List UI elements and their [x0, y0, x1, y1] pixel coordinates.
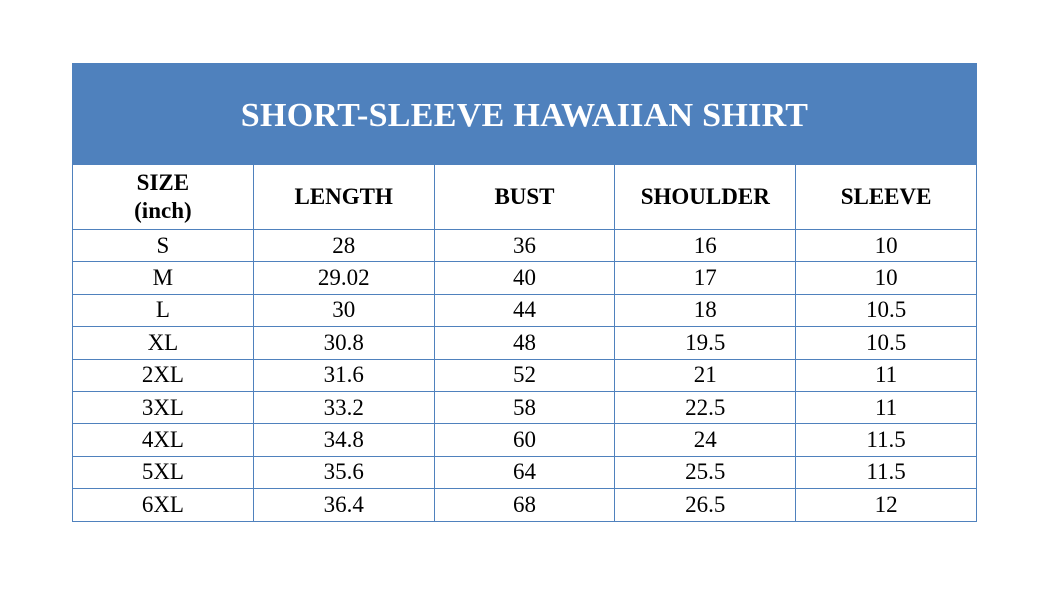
column-header-sleeve: SLEEVE [795, 164, 977, 230]
cell-size: S [72, 228, 254, 263]
cell-size: M [72, 261, 254, 295]
cell-shoulder: 16 [614, 228, 797, 263]
table-row: 3XL 33.2 58 22.5 11 [72, 390, 977, 425]
cell-size: 5XL [72, 455, 254, 490]
cell-bust: 48 [433, 326, 616, 360]
cell-bust: 44 [433, 293, 616, 328]
cell-length: 35.6 [252, 455, 435, 490]
cell-sleeve: 11.5 [795, 455, 977, 490]
cell-bust: 36 [433, 228, 616, 263]
cell-bust: 68 [433, 488, 616, 522]
cell-bust: 52 [433, 358, 616, 392]
cell-sleeve: 10.5 [795, 293, 977, 328]
table-row: S 28 36 16 10 [72, 228, 977, 263]
size-label: SIZE [136, 170, 190, 195]
cell-length: 28 [252, 228, 435, 263]
cell-length: 29.02 [252, 261, 435, 295]
cell-shoulder: 17 [614, 261, 797, 295]
table-row: L 30 44 18 10.5 [72, 293, 977, 328]
cell-length: 30.8 [252, 326, 435, 360]
cell-sleeve: 10 [795, 261, 977, 295]
cell-sleeve: 11 [795, 358, 977, 392]
cell-shoulder: 24 [614, 423, 797, 457]
cell-shoulder: 19.5 [614, 326, 797, 360]
cell-length: 36.4 [252, 488, 435, 522]
size-table: SIZE (inch) LENGTH BUST SHOULDER SLEEVE S… [72, 164, 977, 522]
cell-size: 2XL [72, 358, 254, 392]
cell-sleeve: 11.5 [795, 423, 977, 457]
table-row: M 29.02 40 17 10 [72, 261, 977, 295]
cell-size: 4XL [72, 423, 254, 457]
table-row: XL 30.8 48 19.5 10.5 [72, 326, 977, 360]
table-row: 6XL 36.4 68 26.5 12 [72, 488, 977, 522]
cell-shoulder: 25.5 [614, 455, 797, 490]
table-row: 4XL 34.8 60 24 11.5 [72, 423, 977, 457]
cell-size: XL [72, 326, 254, 360]
cell-size: 3XL [72, 390, 254, 425]
cell-bust: 60 [433, 423, 616, 457]
cell-length: 33.2 [252, 390, 435, 425]
cell-shoulder: 22.5 [614, 390, 797, 425]
cell-bust: 58 [433, 390, 616, 425]
table-row: 2XL 31.6 52 21 11 [72, 358, 977, 392]
cell-sleeve: 11 [795, 390, 977, 425]
column-header-size: SIZE (inch) [72, 164, 254, 230]
column-header-length: LENGTH [252, 164, 435, 230]
cell-length: 31.6 [252, 358, 435, 392]
cell-size: 6XL [72, 488, 254, 522]
cell-length: 34.8 [252, 423, 435, 457]
header-row: SIZE (inch) LENGTH BUST SHOULDER SLEEVE [72, 164, 977, 230]
cell-sleeve: 10 [795, 228, 977, 263]
cell-shoulder: 18 [614, 293, 797, 328]
column-header-shoulder: SHOULDER [614, 164, 797, 230]
table-row: 5XL 35.6 64 25.5 11.5 [72, 455, 977, 490]
chart-title: SHORT-SLEEVE HAWAIIAN SHIRT [72, 63, 977, 164]
cell-sleeve: 12 [795, 488, 977, 522]
cell-bust: 64 [433, 455, 616, 490]
cell-shoulder: 21 [614, 358, 797, 392]
cell-shoulder: 26.5 [614, 488, 797, 522]
unit-label: (inch) [134, 198, 192, 223]
column-header-bust: BUST [433, 164, 616, 230]
cell-size: L [72, 293, 254, 328]
cell-bust: 40 [433, 261, 616, 295]
cell-sleeve: 10.5 [795, 326, 977, 360]
cell-length: 30 [252, 293, 435, 328]
size-chart: SHORT-SLEEVE HAWAIIAN SHIRT SIZE (inch) L… [72, 63, 977, 522]
